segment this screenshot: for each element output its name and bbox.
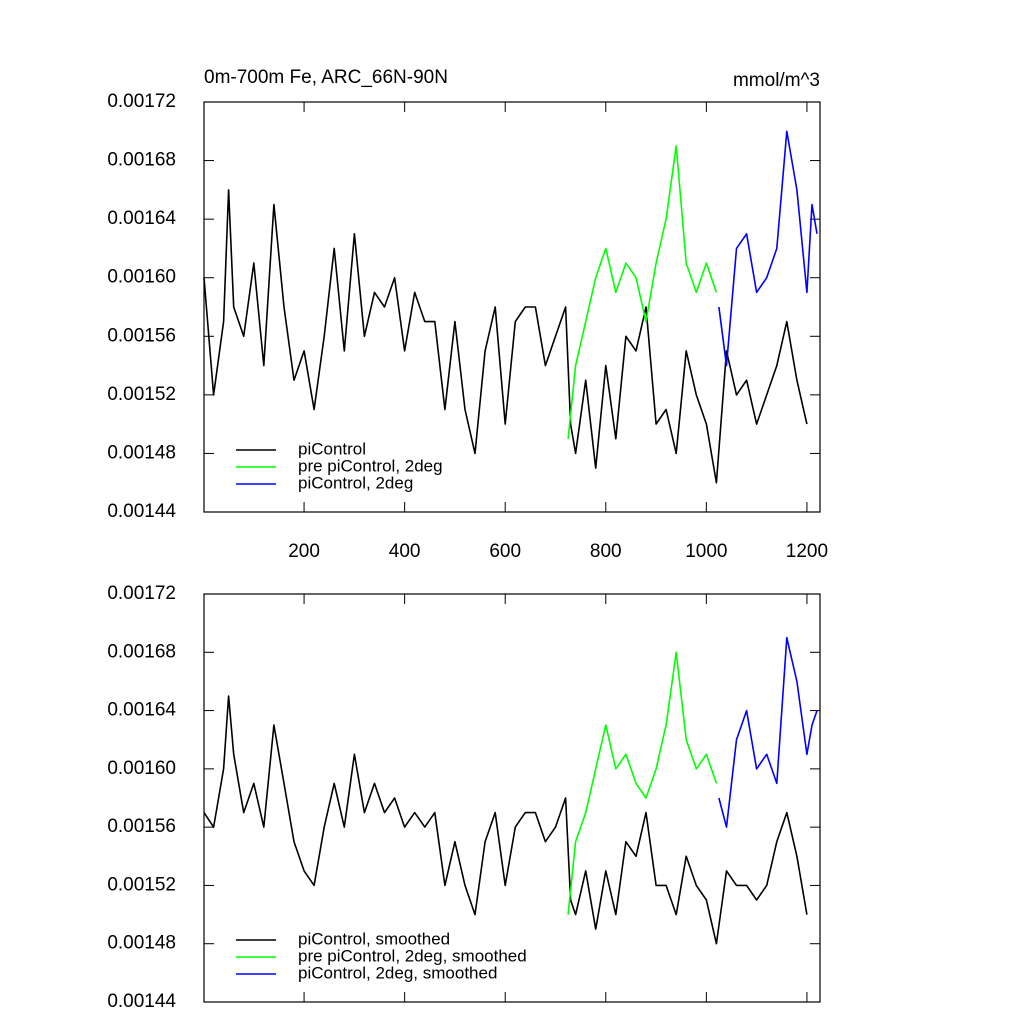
y-tick-label: 0.00152: [107, 384, 176, 405]
series-line: [718, 636, 818, 828]
series-line: [203, 189, 808, 484]
y-tick-label: 0.00148: [107, 442, 176, 463]
y-tick-label: 0.00160: [107, 758, 176, 779]
series-line: [203, 695, 808, 945]
x-tick-label: 600: [489, 541, 521, 562]
y-tick-label: 0.00172: [107, 583, 176, 604]
y-tick-label: 0.00148: [107, 933, 176, 954]
chart-title: 0m-700m Fe, ARC_66N-90N: [204, 67, 448, 88]
legend-label: piControl, 2deg, smoothed: [298, 963, 497, 982]
y-tick-label: 0.00152: [107, 874, 176, 895]
x-tick-label: 200: [288, 541, 320, 562]
legend-label: pre piControl, 2deg: [298, 456, 443, 475]
legend-label: piControl, smoothed: [298, 929, 450, 948]
plot-frame: [203, 593, 821, 1003]
x-tick-label: 800: [590, 541, 622, 562]
y-tick-label: 0.00160: [107, 267, 176, 288]
plot-frame: [203, 101, 821, 513]
y-tick-label: 0.00168: [107, 641, 176, 662]
x-tick-label: 1000: [685, 541, 727, 562]
y-tick-label: 0.00144: [107, 991, 176, 1012]
legend-label: piControl, 2deg: [298, 473, 413, 492]
y-tick-label: 0.00156: [107, 325, 176, 346]
x-tick-label: 1200: [786, 541, 828, 562]
y-tick-label: 0.00168: [107, 150, 176, 171]
series-line: [567, 145, 718, 439]
units-label: mmol/m^3: [733, 70, 820, 91]
legend-label: piControl: [298, 439, 366, 458]
y-tick-label: 0.00164: [107, 700, 176, 721]
series-line: [567, 651, 718, 915]
y-tick-label: 0.00156: [107, 816, 176, 837]
y-tick-label: 0.00144: [107, 501, 176, 522]
legend-label: pre piControl, 2deg, smoothed: [298, 946, 527, 965]
x-tick-label: 400: [389, 541, 421, 562]
series-line: [718, 130, 818, 367]
y-tick-label: 0.00164: [107, 208, 176, 229]
y-tick-label: 0.00172: [107, 91, 176, 112]
